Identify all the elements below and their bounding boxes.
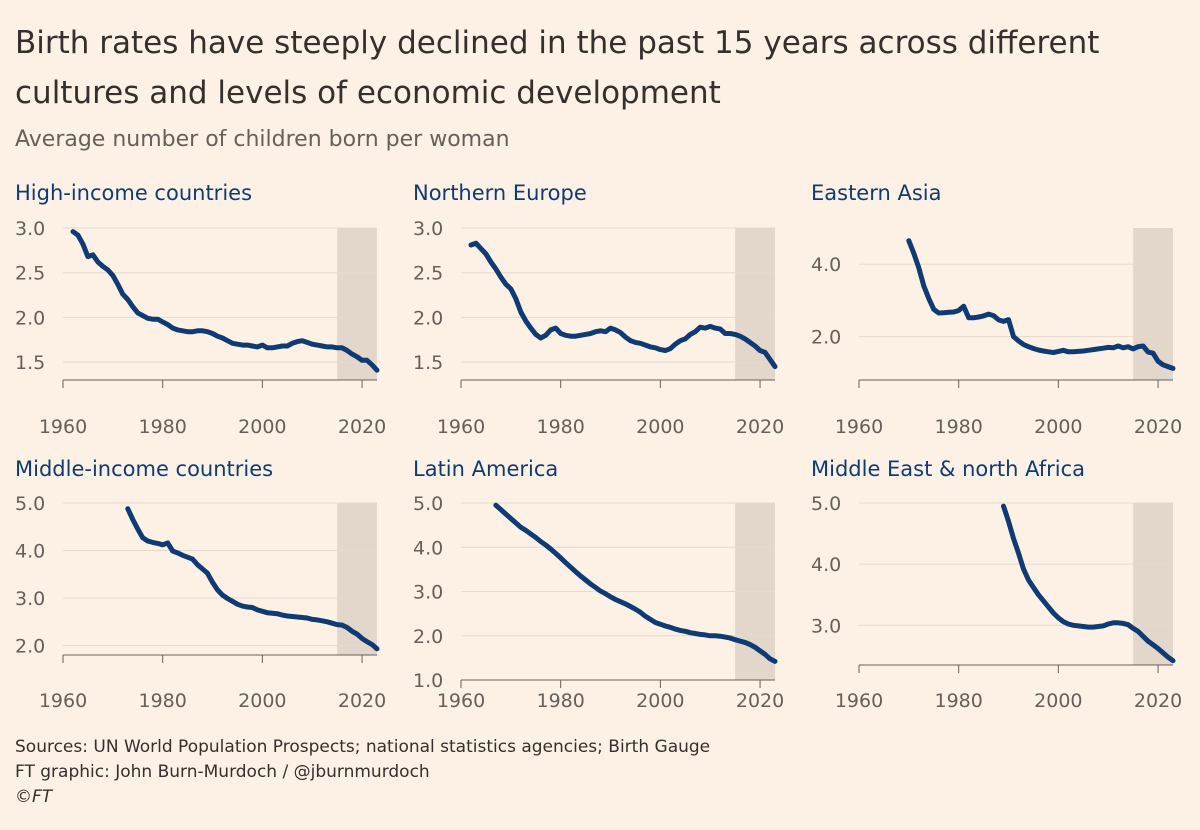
x-tick-label: 1980 (935, 690, 983, 712)
x-tick-label: 2000 (1034, 416, 1082, 438)
x-tick-label: 1960 (437, 690, 485, 712)
x-tick-label: 2000 (1034, 690, 1082, 712)
x-tick-label: 2020 (736, 416, 784, 438)
series-line (493, 502, 778, 664)
y-tick-label: 3.0 (15, 218, 45, 240)
y-tick-label: 5.0 (811, 493, 841, 515)
x-tick-label: 2020 (736, 690, 784, 712)
x-tick-label: 1960 (835, 690, 883, 712)
y-tick-label: 2.0 (413, 307, 443, 329)
y-tick-label: 2.5 (413, 263, 443, 285)
y-tick-label: 1.0 (413, 670, 443, 692)
panel-6: Middle East & north Africa 3.0 4.0 5.0 1960 1… (811, 457, 1182, 712)
y-tick-label: 3.0 (413, 218, 443, 240)
panel-title: Middle East & north Africa (811, 457, 1085, 481)
panel-title: Northern Europe (413, 181, 587, 205)
credit-note: FT graphic: John Burn-Murdoch / @jburnmu… (15, 762, 430, 782)
panel-title: Middle-income countries (15, 457, 273, 481)
y-tick-label: 1.5 (413, 352, 443, 374)
highlight-band (337, 503, 377, 655)
highlight-band (1133, 503, 1173, 665)
y-tick-label: 4.0 (811, 554, 841, 576)
panel-5: Latin America 1.0 2.0 3.0 4.0 5.0 1960 1980 2000… (413, 457, 784, 712)
panel-2: Northern Europe 1.5 2.0 2.5 3.0 1960 1980 2000 2… (413, 181, 784, 438)
panel-1: High-income countries 1.5 2.0 2.5 3.0 1960 198… (15, 181, 386, 438)
y-tick-label: 2.0 (15, 307, 45, 329)
panel-title: Eastern Asia (811, 181, 942, 205)
x-tick-label: 2000 (636, 416, 684, 438)
x-tick-label: 2020 (1134, 416, 1182, 438)
x-tick-label: 2020 (1134, 690, 1182, 712)
y-tick-label: 5.0 (15, 493, 45, 515)
x-tick-label: 1980 (935, 416, 983, 438)
x-tick-label: 1960 (437, 416, 485, 438)
panel-4: Middle-income countries 2.0 3.0 4.0 5.0 1960 1… (15, 457, 386, 712)
y-tick-label: 2.0 (15, 636, 45, 658)
panel-title: Latin America (413, 457, 558, 481)
series-line (1001, 503, 1176, 664)
y-tick-label: 4.0 (413, 537, 443, 559)
copyright-note: ©FT (15, 787, 53, 807)
x-tick-label: 1980 (139, 690, 187, 712)
x-tick-label: 2000 (238, 690, 286, 712)
series-line (468, 240, 778, 370)
panel-title: High-income countries (15, 181, 252, 205)
x-tick-label: 2020 (338, 690, 386, 712)
x-tick-label: 1980 (537, 690, 585, 712)
series-line (906, 238, 1176, 371)
x-tick-label: 1980 (537, 416, 585, 438)
y-tick-label: 3.0 (413, 582, 443, 604)
small-multiples: High-income countries 1.5 2.0 2.5 3.0 1960 198… (15, 181, 1182, 712)
y-tick-label: 3.0 (811, 615, 841, 637)
x-tick-label: 1960 (39, 416, 87, 438)
x-tick-label: 2000 (238, 416, 286, 438)
x-tick-label: 2000 (636, 690, 684, 712)
source-note: Sources: UN World Population Prospects; … (15, 737, 711, 757)
y-tick-label: 3.0 (15, 588, 45, 610)
y-tick-label: 2.0 (413, 626, 443, 648)
y-tick-label: 5.0 (413, 493, 443, 515)
y-tick-label: 1.5 (15, 352, 45, 374)
y-tick-label: 2.0 (811, 327, 841, 349)
x-tick-label: 2020 (338, 416, 386, 438)
series-line (70, 229, 380, 373)
series-line (125, 506, 380, 652)
chart-title: Birth rates have steeply declined in the… (15, 25, 1100, 111)
x-tick-label: 1960 (39, 690, 87, 712)
panel-3: Eastern Asia 2.0 4.0 1960 1980 2000 2020 (811, 181, 1182, 438)
y-tick-label: 4.0 (15, 541, 45, 563)
x-tick-label: 1960 (835, 416, 883, 438)
y-tick-label: 2.5 (15, 263, 45, 285)
chart-subtitle: Average number of children born per woma… (15, 127, 510, 152)
y-tick-label: 4.0 (811, 254, 841, 276)
x-tick-label: 1980 (139, 416, 187, 438)
